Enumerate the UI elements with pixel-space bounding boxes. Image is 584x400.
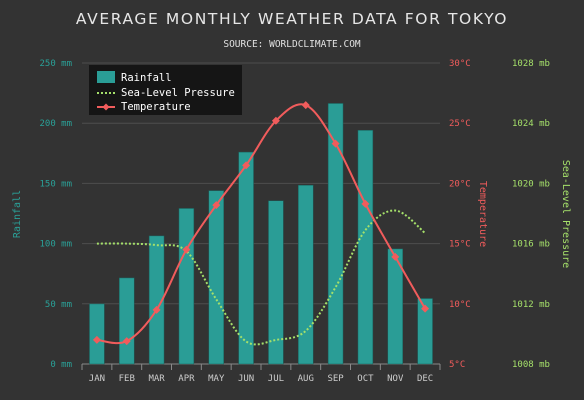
legend-rainfall-label[interactable]: Rainfall bbox=[121, 72, 172, 84]
temperature-tick-5: 5°C bbox=[449, 360, 465, 370]
bar-jun[interactable] bbox=[238, 151, 254, 365]
bar-aug[interactable] bbox=[298, 184, 314, 365]
pressure-tick-1028: 1028 mb bbox=[512, 59, 550, 69]
pressure-tick-1020: 1020 mb bbox=[512, 179, 550, 189]
temperature-point-may[interactable] bbox=[212, 201, 221, 210]
bar-nov[interactable] bbox=[387, 248, 403, 365]
chart-title: AVERAGE MONTHLY WEATHER DATA FOR TOKYO bbox=[76, 10, 508, 28]
pressure-series bbox=[96, 209, 426, 346]
pressure-tick-1012: 1012 mb bbox=[512, 300, 550, 310]
temperature-point-nov[interactable] bbox=[391, 252, 400, 261]
pressure-tick-1024: 1024 mb bbox=[512, 119, 550, 129]
temperature-point-sep[interactable] bbox=[331, 139, 340, 148]
axes: 0 mm 50 mm 100 mm 150 mm 200 mm 250 mm 5°C 10°C… bbox=[12, 59, 571, 384]
x-tick-label-feb: FEB bbox=[119, 374, 135, 384]
pressure-tick-1016: 1016 mb bbox=[512, 240, 550, 250]
bar-jul[interactable] bbox=[268, 200, 284, 365]
legend-temperature-marker bbox=[102, 103, 110, 111]
temperature-tick-10: 10°C bbox=[449, 300, 471, 310]
temperature-tick-20: 20°C bbox=[449, 179, 471, 189]
bar-feb[interactable] bbox=[119, 277, 135, 365]
sea-level-pressure-line bbox=[96, 209, 426, 346]
bar-oct[interactable] bbox=[357, 130, 374, 365]
x-tick-label-sep: SEP bbox=[327, 374, 344, 384]
temperature-point-oct[interactable] bbox=[361, 199, 370, 208]
temperature-point-mar[interactable] bbox=[152, 305, 161, 314]
temperature-axis-title: Temperature bbox=[477, 181, 488, 247]
x-tick-label-apr: APR bbox=[178, 374, 195, 384]
x-tick-label-aug: AUG bbox=[298, 374, 314, 384]
legend-rainfall-swatch bbox=[97, 71, 115, 83]
bar-mar[interactable] bbox=[148, 235, 165, 365]
rainfall-tick-200: 200 mm bbox=[39, 119, 72, 129]
bar-may[interactable] bbox=[208, 190, 224, 365]
x-tick-label-oct: OCT bbox=[357, 374, 374, 384]
x-tick-label-nov: NOV bbox=[387, 374, 404, 384]
bar-dec[interactable] bbox=[417, 298, 433, 365]
x-tick-label-dec: DEC bbox=[417, 374, 433, 384]
rainfall-tick-50: 50 mm bbox=[45, 300, 72, 310]
pressure-axis-title: Sea-Level Pressure bbox=[560, 160, 571, 268]
x-tick-label-jan: JAN bbox=[89, 374, 105, 384]
temperature-tick-25: 25°C bbox=[449, 119, 471, 129]
temperature-point-apr[interactable] bbox=[182, 245, 191, 254]
temperature-point-feb[interactable] bbox=[122, 337, 131, 346]
temperature-tick-15: 15°C bbox=[449, 240, 471, 250]
temperature-series bbox=[92, 101, 430, 346]
bar-jan[interactable] bbox=[89, 303, 105, 365]
rainfall-tick-250: 250 mm bbox=[39, 59, 72, 69]
rainfall-tick-150: 150 mm bbox=[39, 179, 72, 189]
legend[interactable]: Rainfall Sea-Level Pressure Temperature bbox=[89, 65, 242, 115]
x-tick-label-mar: MAR bbox=[148, 374, 165, 384]
legend-temperature-label[interactable]: Temperature bbox=[121, 101, 191, 113]
chart-subtitle: SOURCE: WORLDCLIMATE.COM bbox=[223, 39, 361, 50]
temperature-point-dec[interactable] bbox=[421, 304, 430, 313]
temperature-point-jun[interactable] bbox=[242, 161, 251, 170]
x-tick-label-jun: JUN bbox=[238, 374, 254, 384]
temperature-tick-30: 30°C bbox=[449, 59, 471, 69]
rainfall-tick-100: 100 mm bbox=[39, 240, 72, 250]
bar-sep[interactable] bbox=[327, 103, 344, 365]
rainfall-axis-title: Rainfall bbox=[12, 190, 23, 238]
temperature-point-aug[interactable] bbox=[301, 101, 310, 110]
temperature-point-jan[interactable] bbox=[92, 335, 101, 344]
legend-pressure-label[interactable]: Sea-Level Pressure bbox=[121, 87, 235, 99]
pressure-tick-1008: 1008 mb bbox=[512, 360, 550, 370]
bar-apr[interactable] bbox=[178, 208, 195, 365]
x-tick-label-may: MAY bbox=[208, 374, 225, 384]
rainfall-tick-0: 0 mm bbox=[50, 360, 72, 370]
x-tick-label-jul: JUL bbox=[268, 374, 284, 384]
temperature-point-jul[interactable] bbox=[271, 116, 280, 125]
